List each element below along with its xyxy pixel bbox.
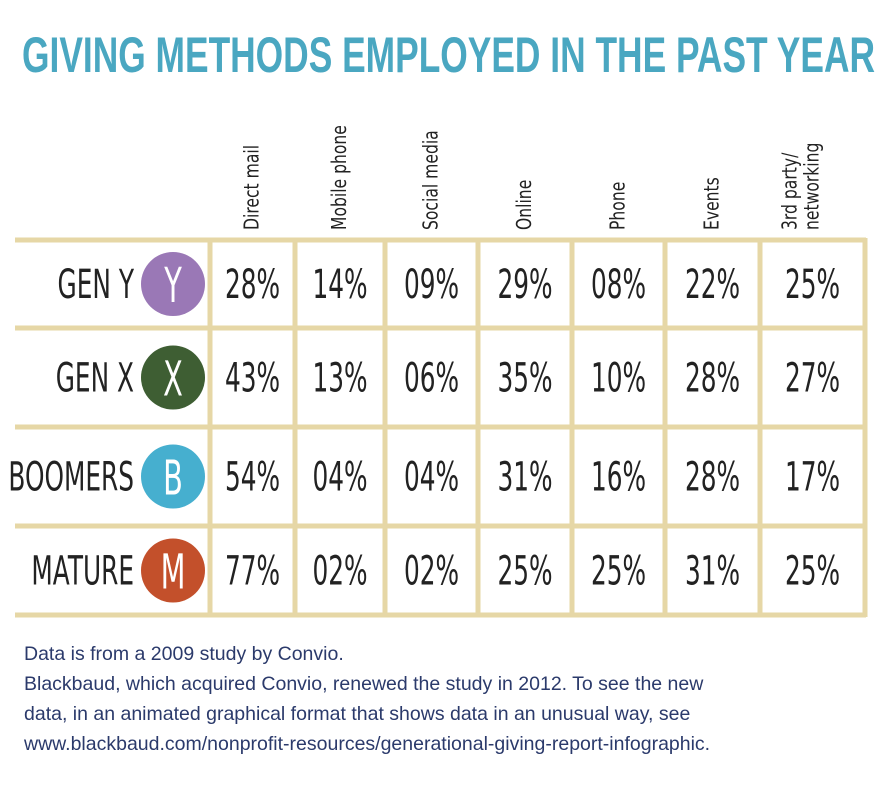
column-header: networking [801,143,824,230]
cell-value: 28% [225,261,280,308]
footer-line: Blackbaud, which acquired Convio, renewe… [24,673,704,695]
cell-value: 14% [312,261,367,308]
cell-value: 54% [225,453,280,500]
row-label: BOOMERS [8,453,134,500]
column-header: Events [701,177,724,230]
cell-value: 28% [685,453,740,500]
cell-value: 22% [685,261,740,308]
cell-value: 43% [225,354,280,401]
badge-letter: Y [163,258,182,314]
badge [141,538,205,603]
footer-line: www.blackbaud.com/nonprofit-resources/ge… [23,733,710,755]
badge [141,345,205,410]
badge-letter: M [161,545,186,601]
cell-value: 25% [591,547,646,594]
cell-value: 04% [312,453,367,500]
cell-value: 09% [404,261,459,308]
cell-value: 16% [591,453,646,500]
cell-value: 25% [497,547,552,594]
cell-value: 25% [785,547,840,594]
column-header: 3rd party/ [779,152,802,230]
footer-line: Data is from a 2009 study by Convio. [24,643,344,665]
cell-value: 28% [685,354,740,401]
badge [141,444,205,509]
footer-line: data, in an animated graphical format th… [24,703,690,725]
cell-value: 04% [404,453,459,500]
cell-value: 02% [312,547,367,594]
column-header: Direct mail [241,145,264,230]
column-header: Online [513,180,536,230]
cell-value: 35% [497,354,552,401]
badge-letter: X [163,352,183,408]
title: GIVING METHODS EMPLOYED IN THE PAST YEAR [22,27,875,83]
column-header: Phone [607,182,630,230]
cell-value: 27% [785,354,840,401]
badge [141,252,205,316]
badge-letter: B [163,451,183,507]
cell-value: 31% [685,547,740,594]
cell-value: 31% [497,453,552,500]
cell-value: 17% [785,453,840,500]
column-header: Social media [420,130,443,230]
cell-value: 25% [785,261,840,308]
row-label: MATURE [31,547,134,594]
cell-value: 02% [404,547,459,594]
cell-value: 77% [225,547,280,594]
cell-value: 10% [591,354,646,401]
row-label: GEN Y [58,261,135,308]
row-label: GEN X [56,354,134,401]
cell-value: 29% [497,261,552,308]
cell-value: 08% [591,261,646,308]
column-header: Mobile phone [328,125,351,230]
cell-value: 06% [404,354,459,401]
cell-value: 13% [312,354,367,401]
